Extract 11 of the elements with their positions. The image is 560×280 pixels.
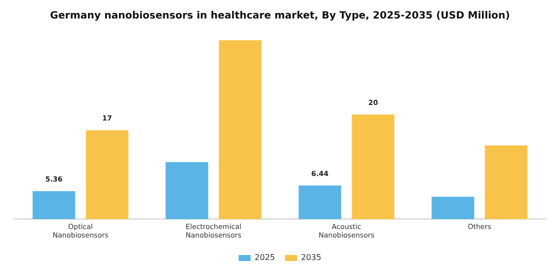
bar <box>432 196 474 220</box>
bar <box>86 130 128 220</box>
bar <box>166 162 208 220</box>
bar <box>218 40 262 220</box>
chart-title: Germany nanobiosensors in healthcare market, By Type, 2025-2035 (USD Million) <box>50 10 510 22</box>
bar <box>352 114 394 220</box>
bar <box>484 145 528 220</box>
legend-label: 2025 <box>254 253 275 262</box>
legend-label: 2035 <box>301 253 322 262</box>
bar <box>32 191 76 220</box>
bar <box>298 185 342 220</box>
